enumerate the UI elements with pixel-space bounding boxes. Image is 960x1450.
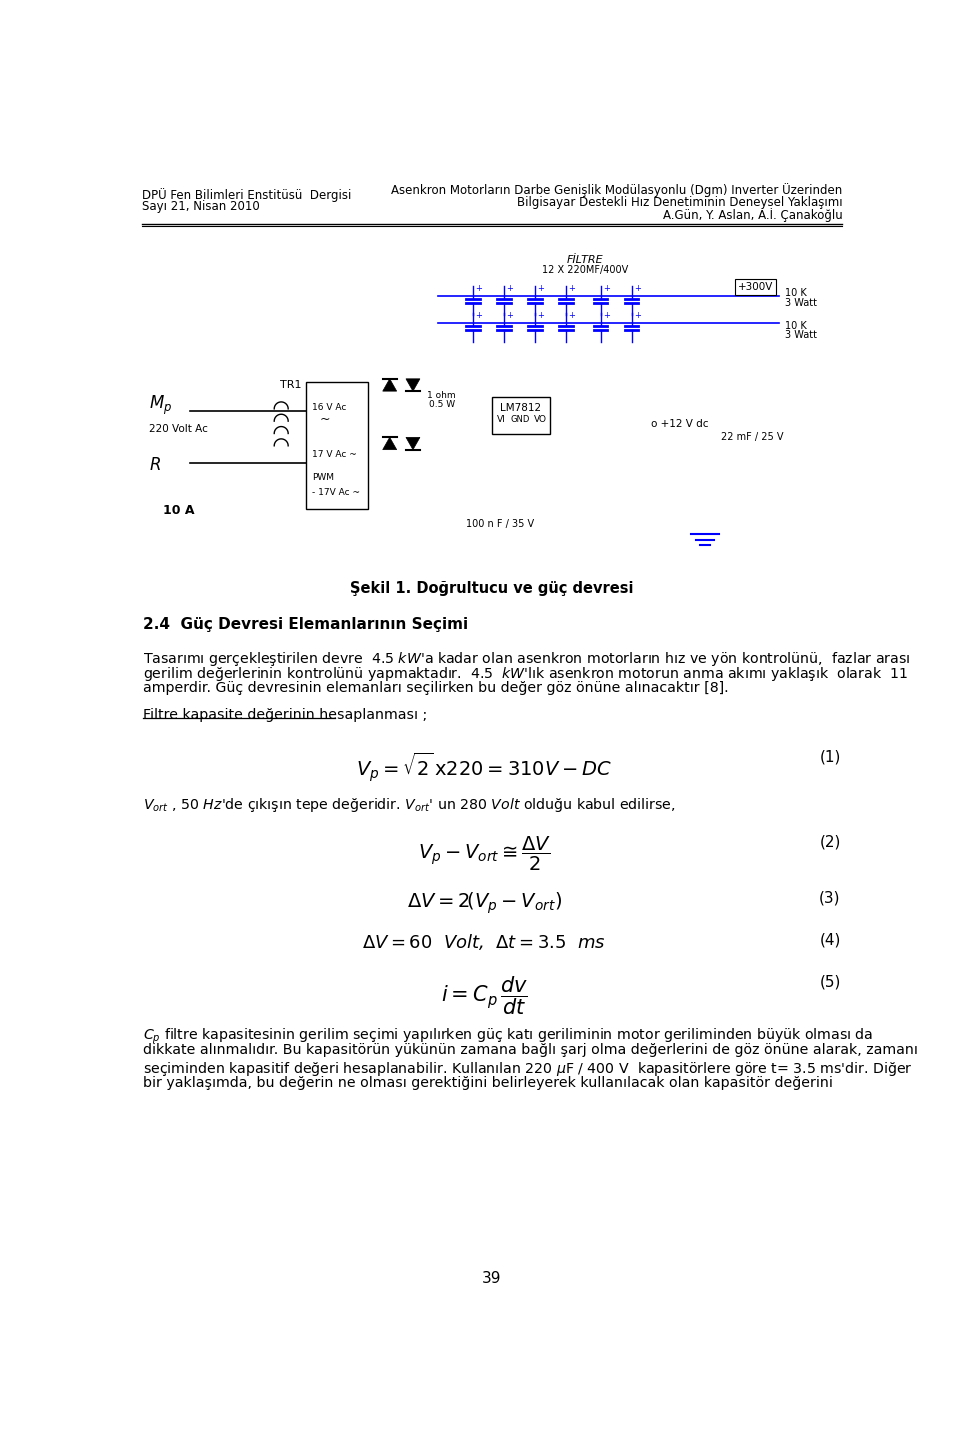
Bar <box>306 381 368 509</box>
Text: +: + <box>568 284 575 293</box>
Text: ~: ~ <box>320 413 330 426</box>
Text: 1 ohm: 1 ohm <box>427 392 456 400</box>
Text: FİLTRE: FİLTRE <box>566 255 603 265</box>
Text: 10 A: 10 A <box>162 503 194 516</box>
Text: +: + <box>475 310 482 320</box>
Text: $\Delta V = 2\!\left(V_p - V_{ort}\right)$: $\Delta V = 2\!\left(V_p - V_{ort}\right… <box>407 890 562 915</box>
Text: +: + <box>603 310 610 320</box>
Text: bir yaklaşımda, bu değerin ne olması gerektiğini belirleyerek kullanılacak olan : bir yaklaşımda, bu değerin ne olması ger… <box>143 1076 833 1089</box>
Text: PWM: PWM <box>312 473 334 481</box>
Text: o +12 V dc: o +12 V dc <box>651 419 708 429</box>
Text: A.Gün, Y. Aslan, A.İ. Çanakoğlu: A.Gün, Y. Aslan, A.İ. Çanakoğlu <box>662 207 842 222</box>
Text: +: + <box>634 284 640 293</box>
Text: LM7812: LM7812 <box>500 403 541 413</box>
Text: $\Delta V = 60$  Volt,  $\Delta t = 3.5$  ms: $\Delta V = 60$ Volt, $\Delta t = 3.5$ m… <box>363 932 606 953</box>
Text: +: + <box>634 310 640 320</box>
Text: +: + <box>506 310 513 320</box>
Polygon shape <box>383 438 396 450</box>
Text: $V_p - V_{ort} \cong \dfrac{\Delta V}{2}$: $V_p - V_{ort} \cong \dfrac{\Delta V}{2}… <box>418 835 551 873</box>
Text: +: + <box>603 284 610 293</box>
Text: (5): (5) <box>820 974 841 990</box>
Text: TR1: TR1 <box>279 380 301 390</box>
Text: (4): (4) <box>820 932 841 947</box>
Text: 2.4  Güç Devresi Elemanlarının Seçimi: 2.4 Güç Devresi Elemanlarının Seçimi <box>143 616 468 632</box>
Text: 39: 39 <box>482 1272 502 1286</box>
Text: - 17V Ac ~: - 17V Ac ~ <box>312 489 360 497</box>
Text: 10 K: 10 K <box>785 289 806 299</box>
Text: 220 Volt Ac: 220 Volt Ac <box>150 425 208 434</box>
Text: seçiminden kapasitif değeri hesaplanabilir. Kullanılan 220 $\mu$F / 400 V  kapas: seçiminden kapasitif değeri hesaplanabil… <box>143 1060 913 1077</box>
Text: +: + <box>475 284 482 293</box>
Text: R: R <box>150 457 161 474</box>
Text: (2): (2) <box>820 835 841 850</box>
Text: dikkate alınmalıdır. Bu kapasitörün yükünün zamana bağlı şarj olma değerlerini d: dikkate alınmalıdır. Bu kapasitörün yükü… <box>143 1044 918 1057</box>
Text: DPÜ Fen Bilimleri Enstitüsü  Dergisi: DPÜ Fen Bilimleri Enstitüsü Dergisi <box>142 188 351 202</box>
Text: 3 Watt: 3 Watt <box>785 331 817 339</box>
Text: Bilgisayar Destekli Hız Denetiminin Deneysel Yaklaşımı: Bilgisayar Destekli Hız Denetiminin Dene… <box>516 196 842 209</box>
Text: $C_p$ filtre kapasitesinin gerilim seçimi yapılırken güç katı geriliminin motor : $C_p$ filtre kapasitesinin gerilim seçim… <box>143 1027 874 1047</box>
Text: GND: GND <box>511 415 530 423</box>
Text: gerilim değerlerinin kontrolünü yapmaktadır.  4.5  $kW$'lık asenkron motorun anm: gerilim değerlerinin kontrolünü yapmakta… <box>143 666 908 683</box>
Text: 3 Watt: 3 Watt <box>785 297 817 307</box>
Polygon shape <box>406 438 420 450</box>
Text: $i = C_p\,\dfrac{dv}{dt}$: $i = C_p\,\dfrac{dv}{dt}$ <box>441 974 528 1018</box>
Text: Sayı 21, Nisan 2010: Sayı 21, Nisan 2010 <box>142 200 259 213</box>
Text: +: + <box>537 284 543 293</box>
Text: VI: VI <box>497 415 506 423</box>
Text: $M_p$: $M_p$ <box>150 393 173 416</box>
Text: +: + <box>537 310 543 320</box>
Polygon shape <box>406 378 420 392</box>
Polygon shape <box>383 378 396 392</box>
Text: $V_{ort}$ , 50 $Hz$'de çıkışın tepe değeridir. $V_{ort}$' un 280 $Volt$ olduğu k: $V_{ort}$ , 50 $Hz$'de çıkışın tepe değe… <box>143 796 676 813</box>
Text: 17 V Ac ~: 17 V Ac ~ <box>312 450 357 458</box>
Text: Şekil 1. Doğrultucu ve güç devresi: Şekil 1. Doğrultucu ve güç devresi <box>350 580 634 596</box>
Text: 12 X 220MF/400V: 12 X 220MF/400V <box>541 265 628 276</box>
Text: 22 mF / 25 V: 22 mF / 25 V <box>721 432 783 442</box>
Text: (3): (3) <box>819 890 841 905</box>
Text: Asenkron Motorların Darbe Genişlik Modülasyonlu (Dgm) Inverter Üzerinden: Asenkron Motorların Darbe Genişlik Modül… <box>391 183 842 197</box>
Text: 16 V Ac: 16 V Ac <box>312 403 347 412</box>
Bar <box>492 397 550 434</box>
Text: (1): (1) <box>820 750 841 766</box>
Text: Tasarımı gerçekleştirilen devre  4.5 $kW$'a kadar olan asenkron motorların hız v: Tasarımı gerçekleştirilen devre 4.5 $kW$… <box>143 650 911 668</box>
Text: 10 K: 10 K <box>785 320 806 331</box>
Text: amperdir. Güç devresinin elemanları seçilirken bu değer göz önüne alınacaktır [8: amperdir. Güç devresinin elemanları seçi… <box>143 680 729 695</box>
Text: +300V: +300V <box>738 281 773 291</box>
Text: $V_p = \sqrt{2}\,\mathrm{x}220 = 310V - DC$: $V_p = \sqrt{2}\,\mathrm{x}220 = 310V - … <box>356 750 612 783</box>
Text: Filtre kapasite değerinin hesaplanması ;: Filtre kapasite değerinin hesaplanması ; <box>143 708 427 722</box>
Text: +: + <box>506 284 513 293</box>
Text: 100 n F / 35 V: 100 n F / 35 V <box>466 519 534 529</box>
Text: +: + <box>568 310 575 320</box>
Text: 0.5 W: 0.5 W <box>428 400 455 409</box>
Text: VO: VO <box>535 415 547 423</box>
